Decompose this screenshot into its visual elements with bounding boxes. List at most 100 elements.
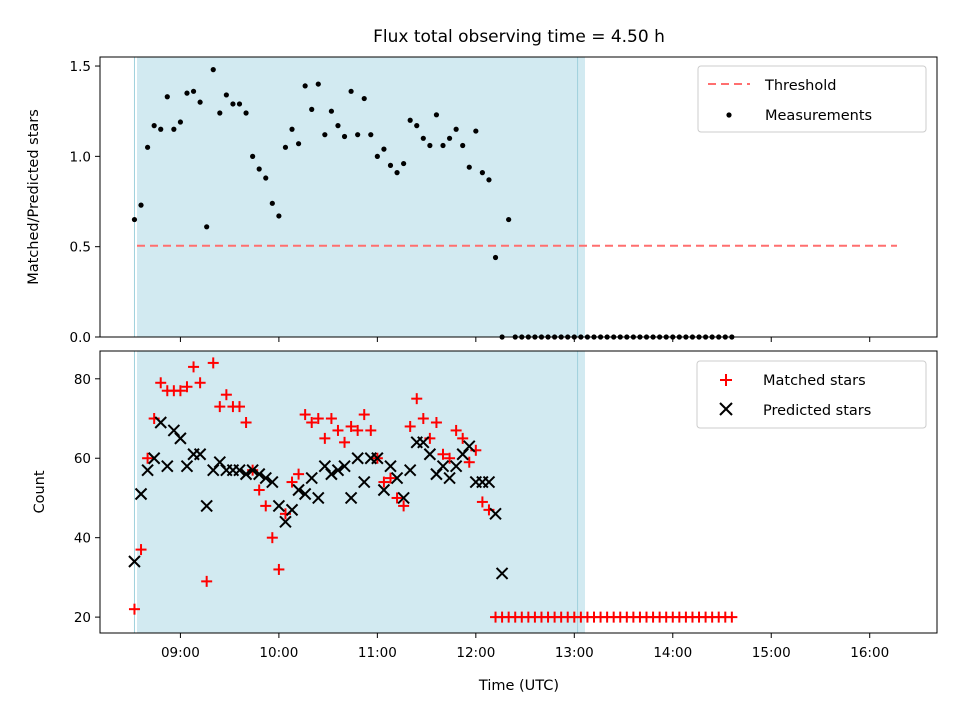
legend-measurements-label: Measurements (765, 108, 872, 124)
predicted-star-point (397, 491, 410, 505)
predicted-star-point (331, 463, 345, 477)
y-tick-label: 1.5 (70, 59, 91, 75)
bottom-legend-box (696, 360, 927, 429)
predicted-star-point (344, 491, 358, 505)
measurement-point (453, 126, 459, 132)
predicted-star-point (279, 515, 292, 528)
measurement-point (387, 162, 394, 168)
observing-window-shade-bottom (137, 351, 585, 633)
measurement-point (414, 123, 420, 129)
predicted-star-point (443, 471, 456, 485)
bottom-legend: Matched stars Predicted stars (696, 360, 927, 429)
top-legend-box (697, 65, 927, 133)
chart-title: Flux total observing time = 4.50 h (373, 27, 665, 47)
measurement-point (473, 128, 479, 134)
matched-star-point (128, 603, 140, 615)
predicted-star-point (298, 487, 312, 501)
matched-star-point (306, 416, 318, 428)
x-tick-label: 14:00 (653, 645, 692, 661)
y-tick-label: 1.0 (70, 149, 91, 165)
measurement-point (492, 254, 499, 261)
measurement-point (164, 94, 170, 100)
measurement-point (368, 132, 374, 138)
measurement-point (446, 135, 453, 141)
matched-star-point (325, 413, 337, 425)
measurement-point (486, 177, 492, 183)
top-legend: Threshold Measurements (697, 65, 927, 133)
y-tick-label: 20 (74, 610, 91, 626)
predicted-star-point (325, 467, 338, 481)
measurement-point (171, 126, 177, 132)
bottom-y-axis-label: Count (32, 470, 48, 513)
measurement-point (282, 144, 289, 150)
legend-matched-swatch (720, 374, 732, 386)
predicted-star-point (285, 503, 299, 517)
predicted-star-point (154, 416, 167, 429)
counts-series (128, 357, 738, 623)
predicted-star-point (423, 448, 437, 461)
predicted-star-point (403, 463, 417, 477)
predicted-star-point (482, 475, 496, 489)
predicted-star-point (233, 463, 246, 477)
matched-star-point (463, 456, 475, 468)
predicted-star-point (193, 448, 207, 461)
x-tick-label: 13:00 (555, 645, 594, 661)
predicted-star-point (272, 499, 286, 513)
matched-star-point (201, 575, 213, 587)
predicted-star-point (266, 475, 279, 489)
matched-star-point (726, 611, 738, 623)
matched-star-point (457, 432, 469, 444)
x-tick-label: 10:00 (259, 645, 298, 661)
matched-star-point (358, 409, 370, 421)
matched-star-point (299, 409, 311, 421)
predicted-star-point (174, 432, 187, 445)
matched-star-point (312, 413, 324, 425)
measurement-point (269, 200, 275, 206)
x-axis-label: Time (UTC) (478, 678, 559, 694)
measurement-point (427, 142, 433, 149)
predicted-star-point (259, 471, 272, 485)
predicted-star-point (200, 499, 213, 513)
measurement-point (506, 216, 512, 223)
predicted-star-point (449, 459, 463, 473)
matched-star-point (411, 393, 423, 405)
measurement-point (420, 135, 426, 141)
measurement-point (217, 110, 223, 116)
measurement-point (223, 92, 229, 98)
bottom-plot-frame (99, 350, 938, 634)
measurement-point (361, 95, 367, 102)
matched-star-point (352, 424, 364, 436)
measurement-point (374, 153, 380, 159)
predicted-star-point (292, 483, 305, 497)
matched-star-point (234, 401, 245, 413)
predicted-star-point (417, 436, 430, 449)
matched-star-point (188, 361, 200, 373)
matched-star-point (135, 544, 147, 556)
predicted-star-point (141, 463, 154, 477)
y-tick-label: 40 (74, 531, 91, 547)
predicted-star-point (128, 555, 141, 568)
measurement-point (197, 99, 203, 105)
y-tick-label: 0.5 (70, 240, 91, 256)
x-tick-label: 15:00 (752, 645, 791, 661)
measurement-point (309, 106, 315, 112)
matched-star-point (273, 563, 285, 575)
predicted-star-point (147, 452, 161, 465)
measurement-point (328, 108, 335, 114)
measurement-point (236, 101, 243, 107)
measurement-point (407, 117, 413, 123)
matched-star-point (378, 476, 390, 488)
measurement-point (381, 146, 387, 152)
measurement-point (256, 166, 262, 172)
predicted-star-point (351, 452, 364, 465)
measurement-point (355, 132, 361, 138)
matched-star-point (345, 420, 357, 432)
bottom-panel-counts: 09:00 10:00 11:00 12:00 13:00 14:00 15:00 16:00… (32, 350, 938, 694)
measurement-point (230, 101, 236, 107)
measurement-point (138, 202, 144, 208)
predicted-star-point (384, 459, 397, 473)
measurement-point (204, 224, 210, 230)
y-tick-label: 80 (74, 372, 91, 388)
predicted-star-point (377, 483, 391, 497)
measurement-point (177, 119, 184, 125)
